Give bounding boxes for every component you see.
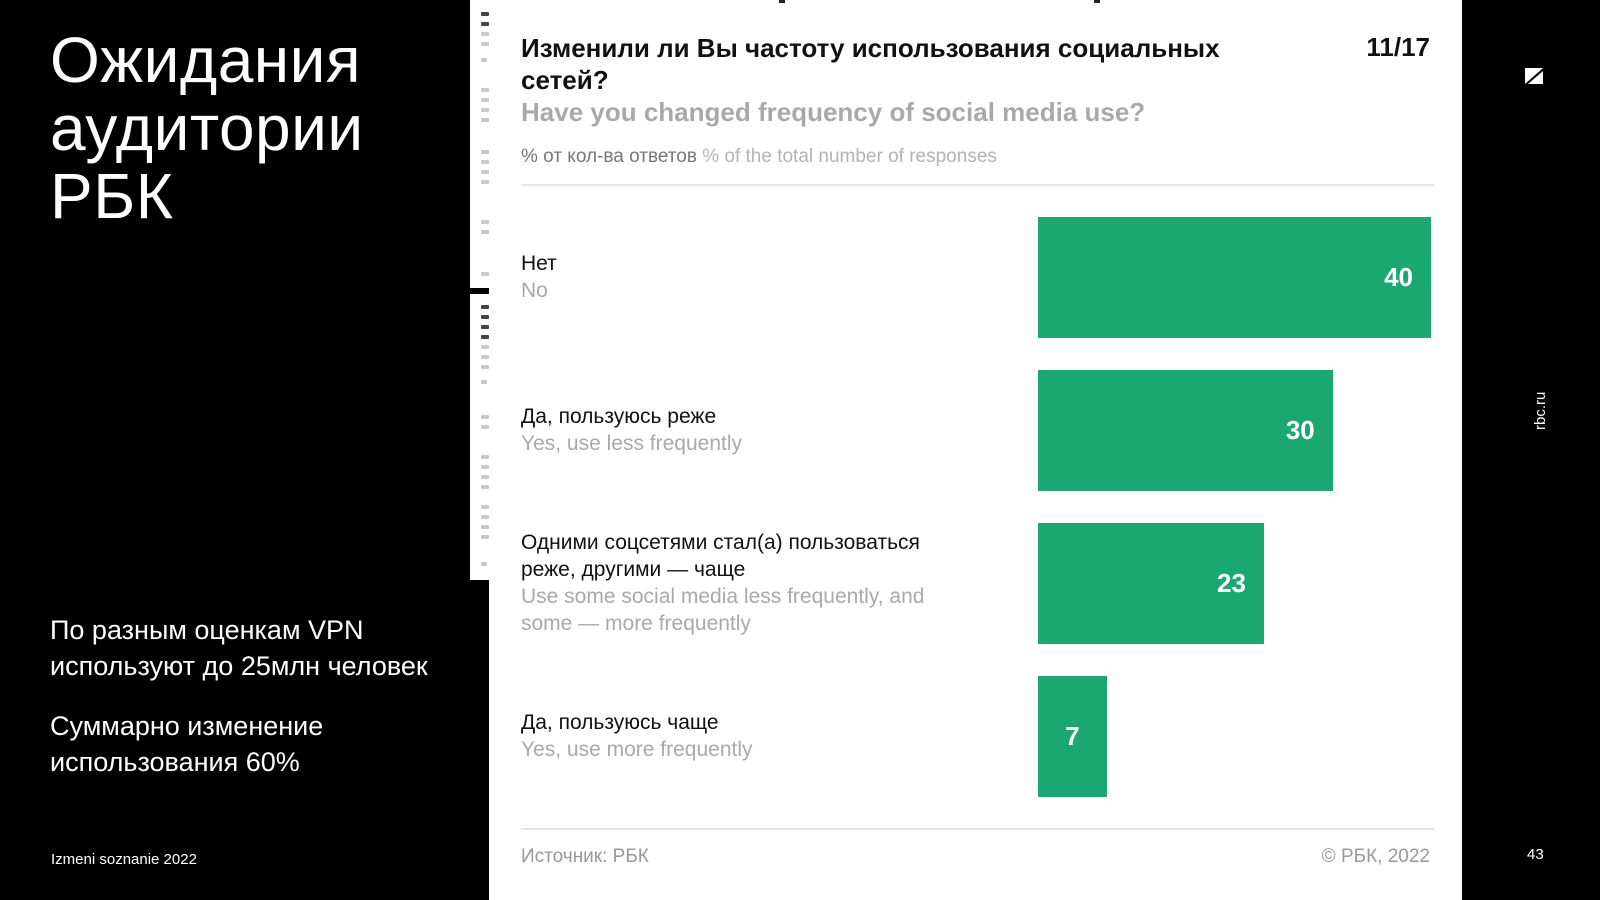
category-label-en: No bbox=[521, 279, 548, 302]
note-total-change: Суммарно изменение использования 60% bbox=[50, 711, 324, 777]
note-vpn: По разным оценкам VPN используют до 25мл… bbox=[50, 615, 428, 681]
slide-notes: По разным оценкам VPN используют до 25мл… bbox=[50, 612, 450, 804]
category-label-ru: Да, пользуюсь реже bbox=[521, 405, 717, 428]
footer-caption: Izmeni soznanie 2022 bbox=[51, 851, 197, 868]
category-label-ru: Одними соцсетями стал(а) пользоваться ре… bbox=[521, 531, 920, 581]
top-divider bbox=[521, 184, 1434, 186]
bar-no: 40 bbox=[1038, 217, 1431, 338]
bar-less-frequently: 30 bbox=[1038, 370, 1333, 491]
copyright-note: © РБК, 2022 bbox=[1321, 846, 1430, 867]
page-number: 43 bbox=[1527, 846, 1544, 863]
subtitle-ru: % от кол-ва ответов bbox=[521, 146, 697, 167]
card-top-marks bbox=[489, 0, 1462, 4]
slide-title-line: аудитории bbox=[50, 92, 364, 164]
row-label-mixed: Одними соцсетями стал(а) пользоваться ре… bbox=[521, 529, 951, 637]
slide-title-line: Ожидания bbox=[50, 24, 362, 96]
row-label-more: Да, пользуюсь чаще Yes, use more frequen… bbox=[521, 709, 981, 763]
slide-counter: 11/17 bbox=[1366, 32, 1430, 62]
brand-url: rbc.ru bbox=[1532, 391, 1549, 430]
row-label-no: Нет No bbox=[521, 250, 981, 304]
category-label-en: Yes, use more frequently bbox=[521, 738, 753, 761]
rbc-logo-icon bbox=[1525, 68, 1543, 84]
category-label-en: Yes, use less frequently bbox=[521, 432, 743, 455]
chart-subtitle: % от кол-ва ответов % of the total numbe… bbox=[521, 146, 997, 168]
bar-value-label: 30 bbox=[1285, 415, 1315, 445]
subtitle-en: % of the total number of responses bbox=[702, 146, 997, 167]
bar-value-label: 40 bbox=[1384, 262, 1413, 292]
bar-value-label: 7 bbox=[1065, 721, 1080, 751]
category-label-ru: Да, пользуюсь чаще bbox=[521, 711, 719, 734]
row-label-less: Да, пользуюсь реже Yes, use less frequen… bbox=[521, 403, 981, 457]
category-label-ru: Нет bbox=[521, 252, 557, 275]
slide-title: Ожидания аудитории РБК bbox=[50, 26, 470, 230]
category-label-en: Use some social media less frequently, a… bbox=[521, 585, 925, 635]
question-title-en: Have you changed frequency of social med… bbox=[521, 97, 1146, 127]
bottom-divider bbox=[521, 828, 1434, 830]
source-note: Источник: РБК bbox=[521, 846, 649, 867]
bar-mixed: 23 bbox=[1038, 523, 1264, 644]
question-title-ru: Изменили ли Вы частоту использования соц… bbox=[521, 33, 1220, 95]
chart-card: Изменили ли Вы частоту использования соц… bbox=[489, 0, 1462, 900]
bar-more-frequently: 7 bbox=[1038, 676, 1107, 797]
slide-title-line: РБК bbox=[50, 160, 174, 232]
bar-value-label: 23 bbox=[1217, 568, 1246, 598]
